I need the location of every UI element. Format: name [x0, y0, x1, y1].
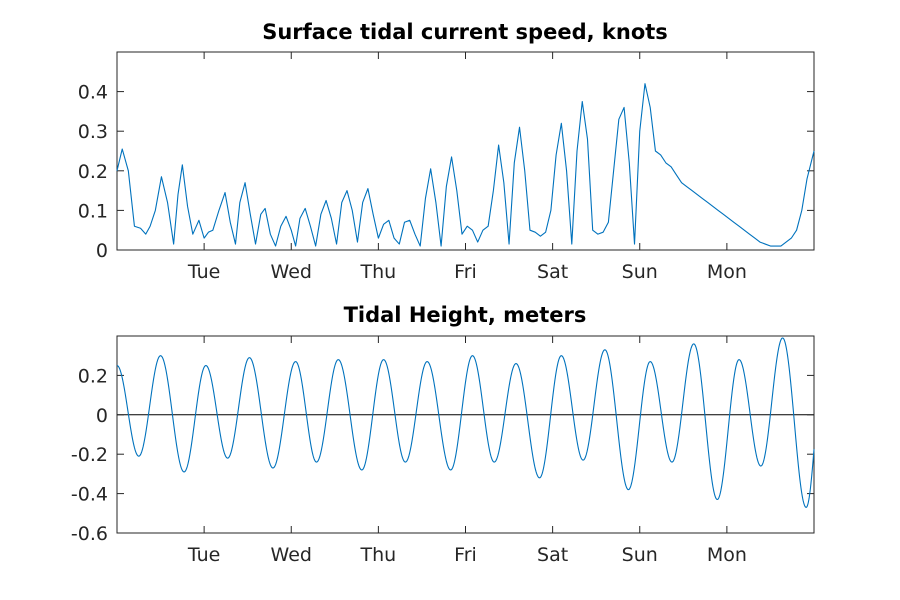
x-tick-label: Tue — [187, 544, 220, 566]
plot-area — [116, 51, 815, 251]
x-tick-label: Wed — [271, 261, 312, 283]
x-tick-label: Mon — [707, 261, 747, 283]
x-tick-label: Thu — [360, 544, 397, 566]
x-tick-label: Tue — [187, 261, 220, 283]
y-tick-label: 0.4 — [78, 82, 108, 104]
y-tick-label: 0 — [96, 405, 108, 427]
chart-title: Tidal Height, meters — [344, 303, 587, 327]
series-line — [116, 337, 815, 508]
chart-title: Surface tidal current speed, knots — [262, 20, 668, 44]
y-tick-label: 0 — [96, 240, 108, 262]
x-tick-label: Sun — [622, 261, 658, 283]
tidal-height-panel: Tidal Height, meters -0.6 -0.4 -0.2 0 0.2 Tu… — [71, 303, 815, 566]
x-tick-label: Sat — [537, 544, 568, 566]
y-tick-label: -0.4 — [71, 484, 108, 506]
y-tick-label: -0.2 — [71, 444, 108, 466]
y-tick-label: -0.6 — [71, 523, 108, 545]
x-tick-label: Sun — [622, 544, 658, 566]
y-tick-label: 0.2 — [78, 365, 108, 387]
x-tick-label: Mon — [707, 544, 747, 566]
y-tick-label: 0.2 — [78, 161, 108, 183]
y-tick-label: 0.3 — [78, 121, 108, 143]
plot-area — [116, 335, 815, 534]
x-tick-label: Sat — [537, 261, 568, 283]
x-tick-label: Fri — [454, 544, 477, 566]
x-tick-label: Fri — [454, 261, 477, 283]
x-tick-label: Wed — [271, 544, 312, 566]
series-line — [116, 83, 815, 247]
y-tick-label: 0.1 — [78, 200, 108, 222]
x-tick-label: Thu — [360, 261, 397, 283]
current-speed-panel: Surface tidal current speed, knots 0 0.1 0… — [78, 20, 815, 283]
